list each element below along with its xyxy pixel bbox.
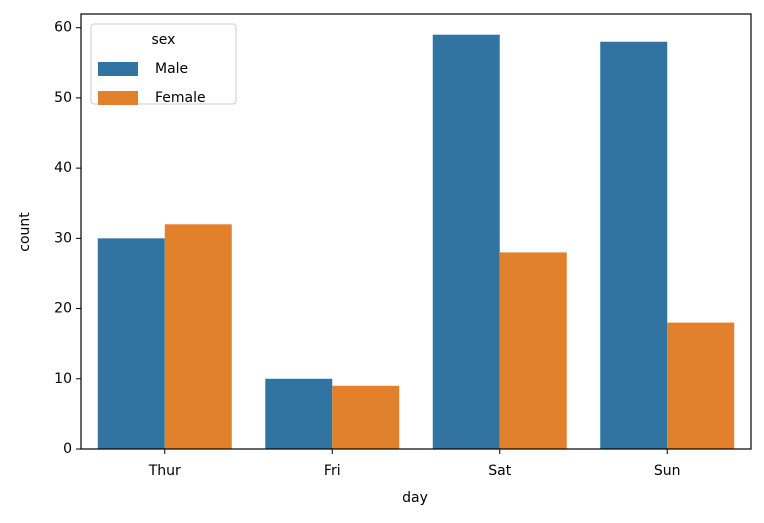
y-tick-label: 0 <box>63 441 72 457</box>
plot-frame <box>80 13 752 450</box>
y-tick-label: 30 <box>54 230 72 246</box>
bar <box>97 238 165 449</box>
y-tick-label: 20 <box>54 301 72 317</box>
bar <box>164 224 232 449</box>
legend-label: Female <box>155 90 206 106</box>
y-tick-label: 40 <box>54 160 72 176</box>
bar <box>600 41 668 449</box>
bar <box>332 385 400 449</box>
x-tick-label: Thur <box>148 463 181 479</box>
x-axis-label: day <box>402 490 428 506</box>
y-tick-label: 60 <box>54 20 72 36</box>
legend-title: sex <box>152 32 176 48</box>
legend-swatch <box>98 91 138 105</box>
bar <box>432 34 500 449</box>
y-tick-label: 10 <box>54 371 72 387</box>
x-tick-label: Sun <box>654 463 681 479</box>
bar <box>667 322 735 449</box>
legend-label: Male <box>155 61 188 77</box>
bar <box>499 252 567 449</box>
bar <box>265 378 333 449</box>
y-axis-label: count <box>17 212 33 252</box>
legend-box <box>90 23 237 105</box>
legend-swatch <box>98 62 138 76</box>
x-tick-label: Sat <box>488 463 511 479</box>
y-tick-label: 50 <box>54 90 72 106</box>
x-tick-label: Fri <box>324 463 341 479</box>
